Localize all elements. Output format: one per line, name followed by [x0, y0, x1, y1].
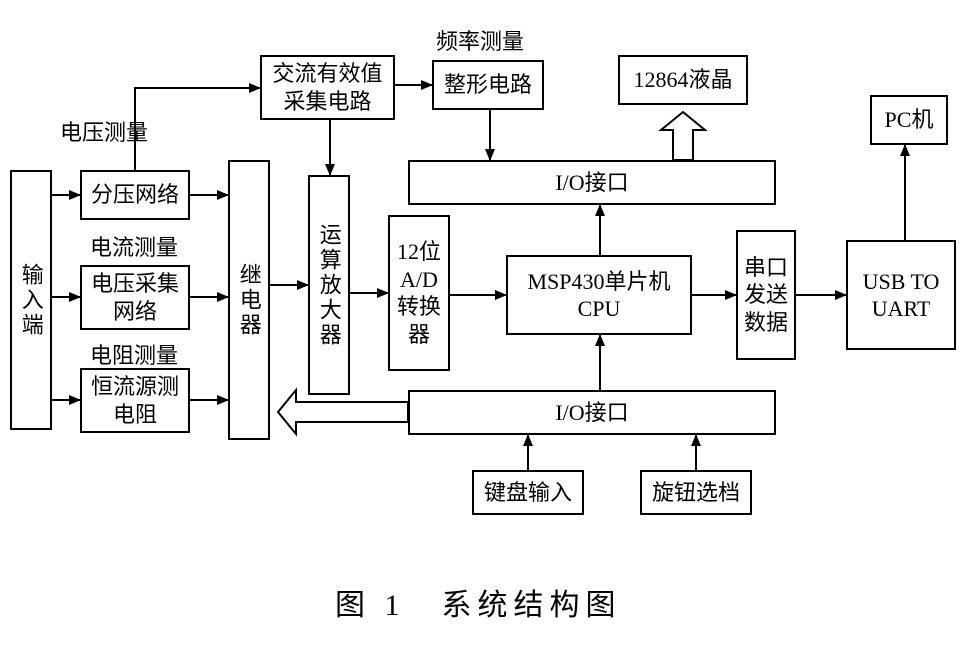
box-io-bot: I/O接口 — [408, 390, 776, 435]
box-uart-send: 串口 发送 数据 — [736, 230, 796, 360]
box-shaping: 整形电路 — [432, 60, 544, 110]
box-ac-rms-text: 交流有效值 采集电路 — [272, 60, 382, 115]
box-v-collect: 电压采集 网络 — [80, 265, 190, 330]
box-divider-text: 分压网络 — [91, 181, 179, 209]
box-usb-uart: USB TO UART — [846, 240, 956, 350]
box-divider: 分压网络 — [80, 170, 190, 220]
box-uart-send-text: 串口 发送 数据 — [744, 254, 788, 337]
label-resist-meas: 电阻测量 — [90, 338, 178, 370]
box-lcd: 12864液晶 — [618, 55, 748, 105]
box-pc: PC机 — [870, 95, 948, 145]
box-kb: 键盘输入 — [472, 470, 584, 515]
box-adc-text: 12位 A/D 转换 器 — [397, 238, 441, 348]
box-io-top-text: I/O接口 — [555, 169, 628, 197]
box-v-collect-text: 电压采集 网络 — [91, 270, 179, 325]
box-kb-text: 键盘输入 — [484, 479, 572, 507]
box-relay: 继电器 — [228, 160, 270, 440]
box-const-src-text: 恒流源测 电阻 — [91, 373, 179, 428]
box-lcd-text: 12864液晶 — [633, 66, 732, 94]
box-pc-text: PC机 — [885, 106, 934, 134]
label-current-meas: 电流测量 — [90, 230, 178, 262]
box-cpu-text: MSP430单片机 CPU — [527, 268, 670, 323]
box-io-bot-text: I/O接口 — [555, 399, 628, 427]
box-const-src: 恒流源测 电阻 — [80, 368, 190, 433]
box-opamp-text: 运算放大器 — [315, 223, 343, 348]
label-freq-meas: 频率测量 — [436, 24, 524, 56]
figure-caption: 图 1 系统结构图 — [335, 580, 622, 624]
box-io-top: I/O接口 — [408, 160, 776, 205]
box-input-port: 输入端 — [10, 170, 52, 430]
box-relay-text: 继电器 — [235, 263, 263, 338]
box-knob-text: 旋钮选档 — [652, 479, 740, 507]
label-voltage-meas: 电压测量 — [60, 115, 148, 147]
box-knob: 旋钮选档 — [640, 470, 752, 515]
box-shaping-text: 整形电路 — [444, 71, 532, 99]
box-adc: 12位 A/D 转换 器 — [388, 215, 450, 371]
box-usb-uart-text: USB TO UART — [863, 268, 940, 323]
box-cpu: MSP430单片机 CPU — [506, 255, 692, 335]
box-opamp: 运算放大器 — [308, 175, 350, 395]
box-input-port-text: 输入端 — [17, 263, 45, 338]
box-ac-rms: 交流有效值 采集电路 — [260, 55, 395, 120]
